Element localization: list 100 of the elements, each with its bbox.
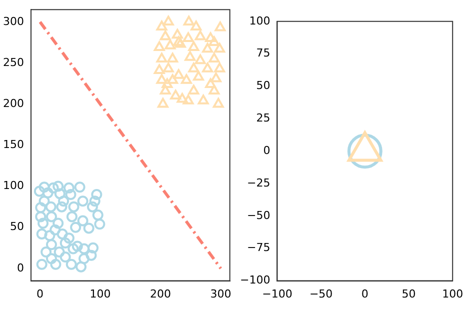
y-tick-label: 0	[263, 144, 270, 157]
point	[154, 64, 165, 74]
point	[202, 42, 214, 53]
y-tick-label: 75	[256, 46, 270, 60]
point	[66, 258, 77, 270]
point	[66, 211, 78, 222]
point	[198, 94, 209, 104]
point	[182, 32, 194, 42]
point	[91, 189, 102, 200]
y-tick-label: 150	[2, 138, 24, 152]
point	[156, 52, 168, 62]
point	[167, 74, 178, 84]
point	[42, 187, 54, 198]
y-tick-label: −50	[246, 208, 270, 222]
y-tick-label: 300	[2, 14, 24, 28]
point	[205, 78, 216, 88]
point	[205, 32, 216, 42]
point	[156, 20, 168, 30]
point	[36, 228, 48, 240]
y-tick-label: −100	[240, 274, 270, 287]
point	[74, 182, 86, 193]
x-tick-label: 300	[210, 287, 232, 300]
point	[46, 239, 57, 250]
point	[188, 62, 200, 72]
point	[170, 90, 182, 100]
point	[77, 196, 88, 207]
point	[184, 51, 196, 61]
point	[63, 182, 74, 194]
point	[162, 16, 174, 26]
point	[194, 54, 206, 64]
point	[38, 218, 49, 229]
x-tick-label: 0	[36, 287, 44, 300]
point	[35, 202, 46, 214]
point	[70, 222, 82, 233]
point	[182, 94, 194, 104]
x-tick-label: 0	[361, 287, 368, 300]
point	[46, 211, 57, 222]
point	[92, 210, 104, 221]
point	[157, 98, 168, 108]
point	[52, 218, 64, 229]
point	[78, 243, 90, 254]
point	[68, 243, 79, 254]
y-tick-label: 100	[249, 14, 270, 28]
point	[56, 201, 68, 212]
point	[214, 22, 226, 32]
point	[60, 237, 71, 248]
x-tick-label: 100	[442, 287, 464, 300]
y-tick-label: −25	[246, 176, 270, 190]
y-tick-label: 200	[2, 96, 24, 110]
point	[52, 180, 64, 192]
point	[154, 41, 165, 51]
point	[65, 189, 76, 200]
point	[88, 242, 99, 254]
point	[86, 201, 98, 212]
point	[54, 188, 66, 200]
point	[162, 62, 174, 72]
point	[194, 30, 206, 40]
point	[60, 251, 71, 262]
point	[208, 52, 220, 62]
x-tick-label: 50	[402, 287, 416, 300]
y-tick-label: 25	[256, 112, 270, 125]
y-tick-label: −75	[246, 241, 270, 254]
point	[176, 93, 188, 103]
point	[160, 84, 171, 95]
point	[72, 240, 83, 252]
point	[188, 84, 200, 95]
point	[38, 196, 50, 207]
point	[86, 250, 97, 261]
point	[45, 201, 56, 212]
point	[160, 30, 171, 40]
x-tick-label: 200	[150, 287, 172, 300]
point	[78, 253, 90, 264]
x-tick-label: 100	[90, 287, 111, 300]
point	[180, 74, 192, 84]
y-tick-label: 50	[256, 79, 270, 92]
point	[46, 253, 57, 264]
point	[193, 70, 204, 81]
point	[38, 182, 50, 193]
point	[48, 182, 59, 194]
point	[94, 218, 106, 230]
point	[76, 261, 87, 272]
point	[173, 69, 184, 79]
point	[172, 28, 183, 39]
point	[40, 246, 52, 258]
point	[35, 211, 46, 222]
y-tick-label: 0	[16, 261, 24, 274]
y-tick-label: 100	[2, 179, 24, 192]
point	[44, 230, 56, 242]
y-tick-label: 250	[2, 56, 24, 69]
point	[83, 222, 94, 234]
point	[68, 201, 80, 212]
point	[58, 196, 70, 207]
point	[50, 258, 62, 270]
point	[89, 196, 100, 207]
point	[188, 41, 200, 51]
y-tick-label: 50	[10, 220, 24, 234]
point	[63, 232, 74, 244]
point	[56, 228, 68, 240]
point	[34, 186, 45, 197]
point	[162, 78, 173, 88]
